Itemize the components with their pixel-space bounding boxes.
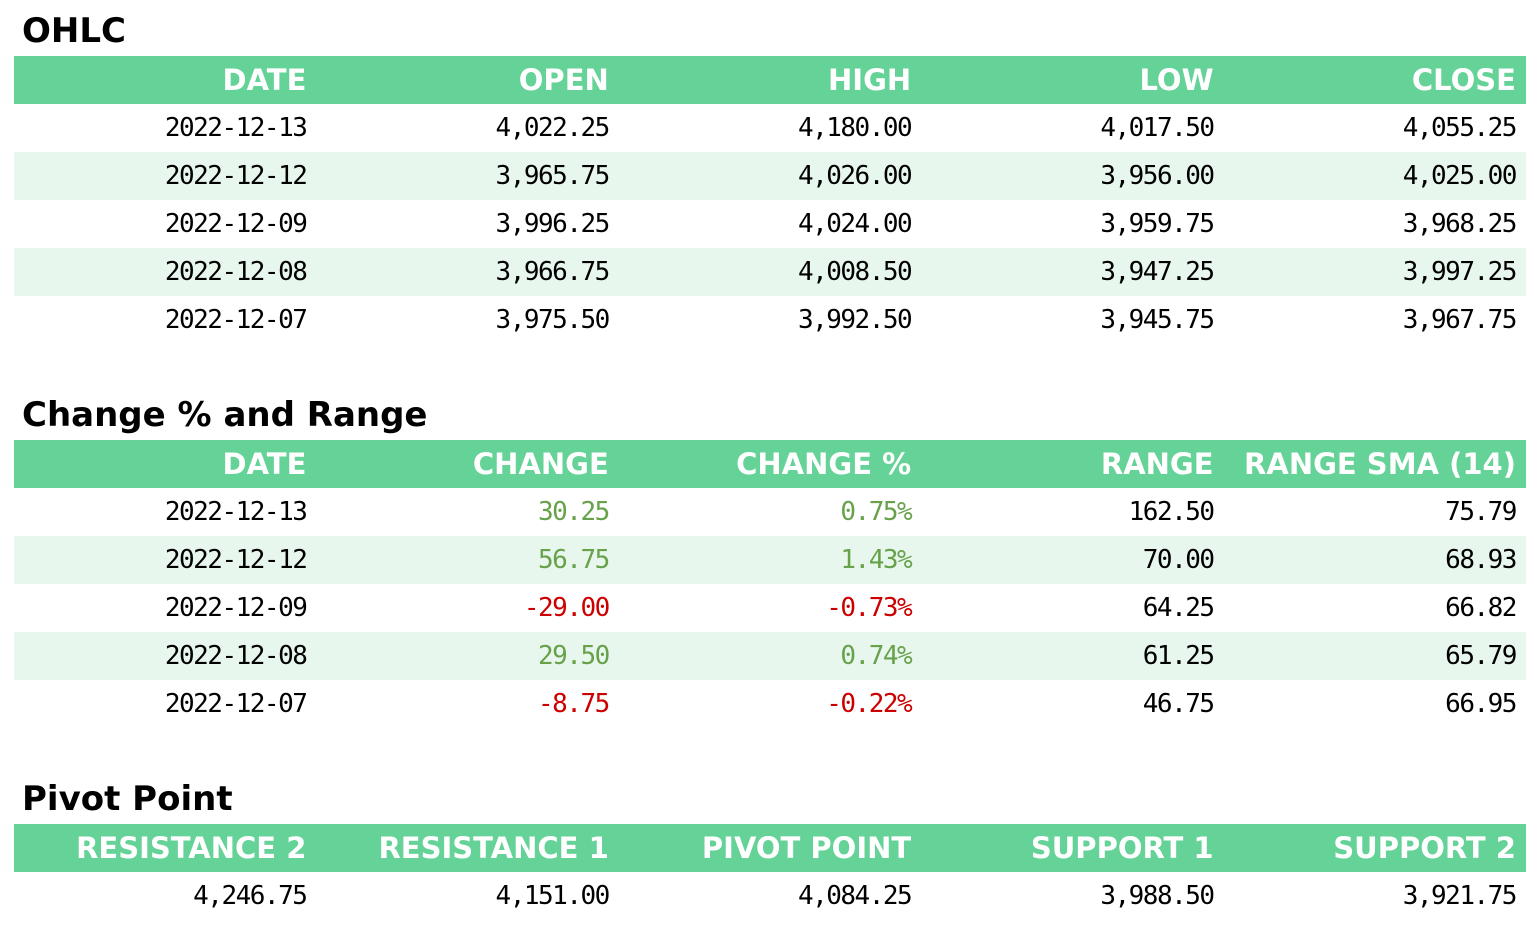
open-cell: 3,996.25 <box>495 209 611 239</box>
close-cell: 3,968.25 <box>1402 209 1518 239</box>
table-row: 2022-12-09 3,996.25 4,024.00 3,959.75 3,… <box>14 200 1526 248</box>
resistance-2-cell: 4,246.75 <box>193 881 308 911</box>
date-cell: 2022-12-09 <box>164 209 308 239</box>
change-pct-cell: -0.73% <box>826 593 912 623</box>
col-header-date: DATE <box>222 447 307 481</box>
resistance-1-cell: 4,151.00 <box>495 881 611 911</box>
col-header-change: CHANGE <box>472 447 609 481</box>
high-cell: 4,008.50 <box>797 257 913 287</box>
col-header-low: LOW <box>1139 63 1214 97</box>
range-cell: 64.25 <box>1142 593 1215 623</box>
range-cell: 46.75 <box>1142 689 1215 719</box>
col-header-high: HIGH <box>828 63 912 97</box>
table-row: 2022-12-07 -8.75 -0.22% 46.75 66.95 <box>14 680 1526 728</box>
date-cell: 2022-12-13 <box>164 113 308 143</box>
open-cell: 3,966.75 <box>495 257 611 287</box>
close-cell: 4,025.00 <box>1402 161 1518 191</box>
change-cell: 30.25 <box>538 497 610 527</box>
table-row: 2022-12-13 4,022.25 4,180.00 4,017.50 4,… <box>14 104 1526 152</box>
col-header-close: CLOSE <box>1411 63 1516 97</box>
col-header-support-2: SUPPORT 2 <box>1333 831 1516 865</box>
range-sma-cell: 65.79 <box>1445 641 1517 671</box>
table-row: 2022-12-12 3,965.75 4,026.00 3,956.00 4,… <box>14 152 1526 200</box>
date-cell: 2022-12-07 <box>164 305 308 335</box>
change-cell: -29.00 <box>523 593 610 623</box>
range-sma-cell: 75.79 <box>1445 497 1517 527</box>
col-header-change-pct: CHANGE % <box>736 447 912 481</box>
change-range-table: DATE CHANGE CHANGE % RANGE RANGE SMA (14… <box>14 440 1526 728</box>
range-cell: 162.50 <box>1128 497 1215 527</box>
change-pct-cell: -0.22% <box>826 689 912 719</box>
range-sma-cell: 66.95 <box>1445 689 1517 719</box>
range-cell: 70.00 <box>1142 545 1215 575</box>
range-sma-cell: 66.82 <box>1445 593 1517 623</box>
change-pct-cell: 0.74% <box>840 641 912 671</box>
range-sma-cell: 68.93 <box>1445 545 1517 575</box>
high-cell: 4,026.00 <box>797 161 913 191</box>
change-range-header-row: DATE CHANGE CHANGE % RANGE RANGE SMA (14… <box>14 440 1526 488</box>
table-row: 2022-12-12 56.75 1.43% 70.00 68.93 <box>14 536 1526 584</box>
col-header-resistance-1: RESISTANCE 1 <box>378 831 609 865</box>
high-cell: 4,024.00 <box>797 209 913 239</box>
low-cell: 3,959.75 <box>1100 209 1215 239</box>
pivot-table: RESISTANCE 2 RESISTANCE 1 PIVOT POINT SU… <box>14 824 1526 920</box>
col-header-range-sma: RANGE SMA (14) <box>1244 447 1516 481</box>
pivot-point-cell: 4,084.25 <box>797 881 913 911</box>
date-cell: 2022-12-08 <box>164 257 308 287</box>
change-cell: 29.50 <box>538 641 610 671</box>
support-2-cell: 3,921.75 <box>1402 881 1518 911</box>
high-cell: 4,180.00 <box>797 113 913 143</box>
table-row: 2022-12-08 3,966.75 4,008.50 3,947.25 3,… <box>14 248 1526 296</box>
pivot-title: Pivot Point <box>22 779 233 819</box>
col-header-pivot-point: PIVOT POINT <box>701 831 912 865</box>
ohlc-title: OHLC <box>22 11 126 51</box>
range-cell: 61.25 <box>1142 641 1215 671</box>
low-cell: 3,956.00 <box>1100 161 1215 191</box>
date-cell: 2022-12-12 <box>164 161 308 191</box>
change-range-title: Change % and Range <box>22 395 428 435</box>
support-1-cell: 3,988.50 <box>1100 881 1215 911</box>
close-cell: 4,055.25 <box>1402 113 1518 143</box>
open-cell: 4,022.25 <box>495 113 611 143</box>
open-cell: 3,965.75 <box>495 161 611 191</box>
ohlc-header-row: DATE OPEN HIGH LOW CLOSE <box>14 56 1526 104</box>
high-cell: 3,992.50 <box>797 305 913 335</box>
low-cell: 3,945.75 <box>1100 305 1215 335</box>
low-cell: 4,017.50 <box>1100 113 1215 143</box>
close-cell: 3,997.25 <box>1402 257 1518 287</box>
col-header-date: DATE <box>222 63 307 97</box>
date-cell: 2022-12-13 <box>164 497 308 527</box>
col-header-range: RANGE <box>1100 447 1214 481</box>
col-header-support-1: SUPPORT 1 <box>1030 831 1214 865</box>
ohlc-table: DATE OPEN HIGH LOW CLOSE 2022-12-13 4,02… <box>14 56 1526 344</box>
date-cell: 2022-12-09 <box>164 593 308 623</box>
date-cell: 2022-12-12 <box>164 545 308 575</box>
date-cell: 2022-12-08 <box>164 641 308 671</box>
col-header-resistance-2: RESISTANCE 2 <box>76 831 307 865</box>
change-cell: -8.75 <box>538 689 610 719</box>
pivot-header-row: RESISTANCE 2 RESISTANCE 1 PIVOT POINT SU… <box>14 824 1526 872</box>
close-cell: 3,967.75 <box>1402 305 1518 335</box>
table-row: 2022-12-08 29.50 0.74% 61.25 65.79 <box>14 632 1526 680</box>
change-pct-cell: 0.75% <box>840 497 912 527</box>
table-row: 2022-12-09 -29.00 -0.73% 64.25 66.82 <box>14 584 1526 632</box>
change-cell: 56.75 <box>538 545 610 575</box>
open-cell: 3,975.50 <box>495 305 611 335</box>
table-row: 2022-12-13 30.25 0.75% 162.50 75.79 <box>14 488 1526 536</box>
table-row: 4,246.75 4,151.00 4,084.25 3,988.50 3,92… <box>14 872 1526 920</box>
date-cell: 2022-12-07 <box>164 689 308 719</box>
table-row: 2022-12-07 3,975.50 3,992.50 3,945.75 3,… <box>14 296 1526 344</box>
change-pct-cell: 1.43% <box>840 545 912 575</box>
col-header-open: OPEN <box>518 63 609 97</box>
low-cell: 3,947.25 <box>1100 257 1215 287</box>
